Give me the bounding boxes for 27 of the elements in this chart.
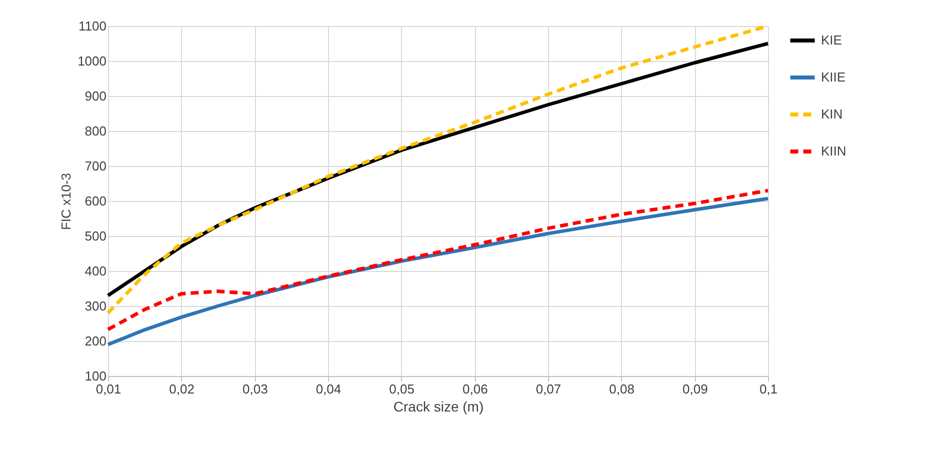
y-tick-label: 300: [84, 298, 106, 314]
y-tick-label: 200: [84, 334, 106, 348]
y-tick-label: 600: [84, 194, 106, 208]
x-tick-label: 0,1: [759, 382, 778, 396]
y-tick-label: 700: [84, 158, 106, 174]
x-tick-label: 0,07: [536, 382, 562, 396]
y-tick-label: 800: [84, 124, 106, 138]
legend-label: KIIE: [821, 70, 846, 84]
y-axis-title: FIC x10-3: [58, 172, 74, 230]
y-tick-label: 100: [84, 368, 106, 384]
legend-label: KIN: [821, 106, 843, 122]
x-tick-label: 0,02: [169, 382, 194, 396]
legend-label: KIE: [821, 32, 842, 48]
x-axis-title: Crack size (m): [393, 398, 484, 414]
x-tick-label: 0,04: [316, 382, 342, 396]
x-tick-label: 0,09: [682, 382, 708, 396]
y-tick-label: 900: [84, 88, 106, 104]
y-tick-label: 400: [84, 264, 106, 278]
legend-label: KIIN: [821, 144, 846, 158]
y-tick-label: 500: [84, 228, 106, 244]
y-tick-label: 1000: [78, 54, 106, 68]
x-tick-label: 0,01: [96, 382, 122, 396]
x-tick-label: 0,05: [389, 382, 414, 396]
x-tick-label: 0,06: [462, 382, 488, 396]
y-tick-label: 1100: [78, 18, 106, 34]
x-tick-label: 0,08: [609, 382, 634, 396]
x-tick-label: 0,03: [242, 382, 268, 396]
